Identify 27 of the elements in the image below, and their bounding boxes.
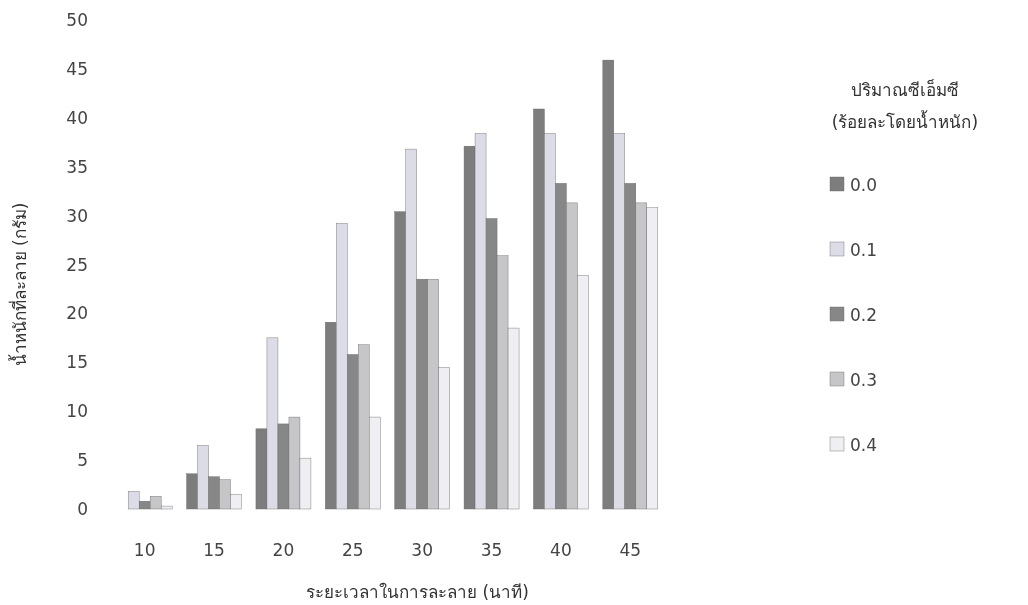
x-tick-label: 10 bbox=[133, 540, 156, 560]
x-axis-title: ระยะเวลาในการละลาย (นาที) bbox=[306, 582, 529, 602]
x-tick-label: 40 bbox=[550, 540, 572, 560]
y-tick-label: 20 bbox=[66, 303, 88, 324]
legend-title: ปริมาณซีเอ็มซี (ร้อยละโดยน้ำหนัก) bbox=[831, 79, 979, 132]
y-tick-label: 40 bbox=[66, 107, 88, 128]
legend-label: 0.1 bbox=[850, 240, 878, 260]
y-tick-label: 50 bbox=[66, 10, 88, 30]
legend-label: 0.3 bbox=[850, 370, 878, 390]
y-tick-label: 15 bbox=[66, 352, 88, 373]
y-tick-label: 25 bbox=[66, 254, 88, 275]
y-tick-label: 10 bbox=[66, 401, 88, 422]
x-tick-label: 30 bbox=[411, 540, 434, 560]
x-tick-label: 35 bbox=[480, 540, 503, 560]
x-tick-label: 20 bbox=[272, 540, 295, 560]
x-tick-label: 15 bbox=[203, 540, 225, 560]
legend-label: 0.2 bbox=[850, 305, 878, 325]
legend-label: 0.4 bbox=[850, 435, 878, 455]
x-tick-label: 25 bbox=[341, 540, 364, 560]
y-tick-label: 0 bbox=[77, 499, 88, 519]
y-axis-title: น้ำหนักที่ละลาย (กรัม) bbox=[8, 202, 30, 367]
x-tick-label: 45 bbox=[619, 540, 642, 560]
y-tick-label: 5 bbox=[77, 450, 88, 471]
legend-label: 0.0 bbox=[850, 175, 878, 195]
y-tick-label: 45 bbox=[66, 58, 88, 79]
y-tick-label: 30 bbox=[66, 205, 88, 226]
y-tick-label: 35 bbox=[66, 156, 88, 177]
